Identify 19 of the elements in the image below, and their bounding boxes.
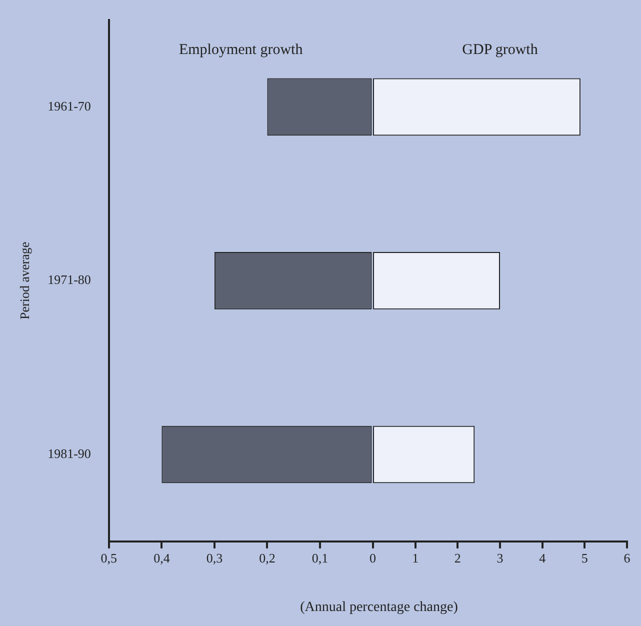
x-tick-label: 1	[412, 550, 418, 566]
x-axis-title: (Annual percentage change)	[299, 600, 459, 616]
x-tick-label: 2	[454, 550, 461, 566]
x-tick-label: 0,2	[259, 550, 276, 566]
x-tick-label: 5	[581, 550, 588, 566]
x-tick-label: 3	[496, 550, 503, 566]
x-tick-label: 0,4	[154, 550, 170, 566]
x-tick-label: 0,3	[206, 550, 223, 566]
x-tick-label: 0	[370, 550, 376, 566]
x-tick-label: 0,1	[312, 550, 328, 566]
x-tick-label: 0,5	[100, 550, 118, 566]
y-tick-label: 1971-80	[48, 272, 91, 288]
y-tick-label: 1961-70	[48, 98, 91, 114]
y-axis-title: Period average	[17, 242, 32, 320]
x-tick-label: 4	[538, 550, 546, 566]
text: GDP growth	[462, 42, 538, 58]
text: Employment growth	[178, 42, 304, 58]
y-tick-label: 1981-90	[48, 446, 91, 461]
x-tick-label: 6	[624, 550, 630, 566]
